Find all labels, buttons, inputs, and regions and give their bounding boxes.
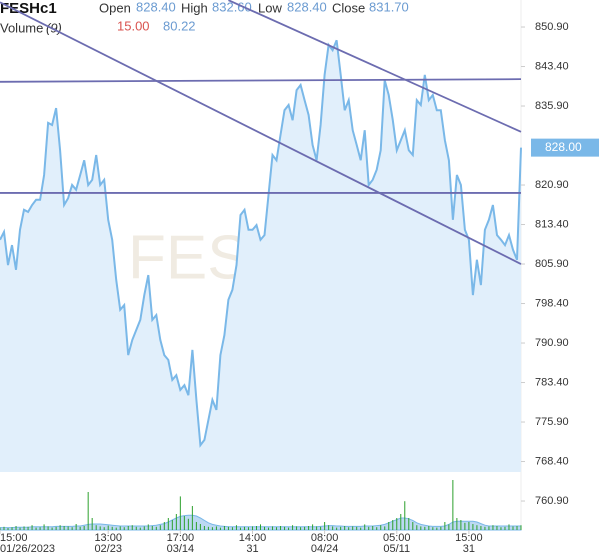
x-tick-label: 15:00	[0, 532, 28, 544]
x-tick-date: 03/14	[167, 543, 195, 555]
x-tick-date: 01/26/2023	[0, 543, 55, 555]
y-tick-label: 798.40	[535, 297, 569, 309]
close-value: 831.70	[369, 0, 409, 14]
x-tick-date: 04/24	[311, 543, 339, 555]
x-tick-date: 02/23	[94, 543, 122, 555]
x-tick-label: 14:00	[239, 532, 267, 544]
x-tick-date: 31	[463, 543, 475, 555]
last-value-badge	[531, 138, 599, 157]
x-tick-label: 05:00	[383, 532, 411, 544]
high-value: 832.60	[212, 0, 252, 14]
y-tick-label: 820.90	[535, 179, 569, 191]
volume-period: (9)	[46, 20, 62, 35]
x-tick-label: 17:00	[167, 532, 195, 544]
trend-line	[0, 78, 522, 83]
high-label: High	[181, 0, 208, 15]
y-tick-label: 850.90	[535, 21, 569, 33]
volume-value: 15.00	[117, 18, 150, 33]
y-tick-label: 813.40	[535, 218, 569, 230]
y-tick-label: 775.90	[535, 416, 569, 428]
x-tick-label: 15:00	[455, 532, 483, 544]
low-label: Low	[258, 0, 282, 15]
trend-line	[0, 1, 522, 265]
y-tick-label: 760.90	[535, 495, 569, 507]
price-line	[0, 39, 522, 448]
price-area	[0, 40, 521, 472]
y-tick-label: 835.90	[535, 100, 569, 112]
volume-average: 80.22	[163, 18, 196, 33]
x-tick-date: 05/11	[383, 543, 410, 555]
x-tick-label: 08:00	[311, 532, 339, 544]
last-value-label: 828.00	[545, 140, 582, 154]
low-value: 828.40	[287, 0, 327, 14]
y-tick-label: 783.40	[535, 376, 569, 388]
x-tick-label: 13:00	[94, 532, 122, 544]
volume-ma-area	[0, 514, 522, 531]
volume-label: Volume	[0, 20, 43, 35]
y-tick-label: 790.90	[535, 337, 569, 349]
open-label: Open	[99, 0, 131, 15]
y-tick-label: 768.40	[535, 455, 569, 467]
trend-line	[228, 0, 522, 133]
symbol: FESHc1	[0, 0, 57, 17]
y-tick-label: 843.40	[535, 60, 569, 72]
open-value: 828.40	[136, 0, 176, 14]
close-label: Close	[332, 0, 365, 15]
y-tick-label: 805.90	[535, 258, 569, 270]
x-tick-date: 31	[246, 543, 258, 555]
